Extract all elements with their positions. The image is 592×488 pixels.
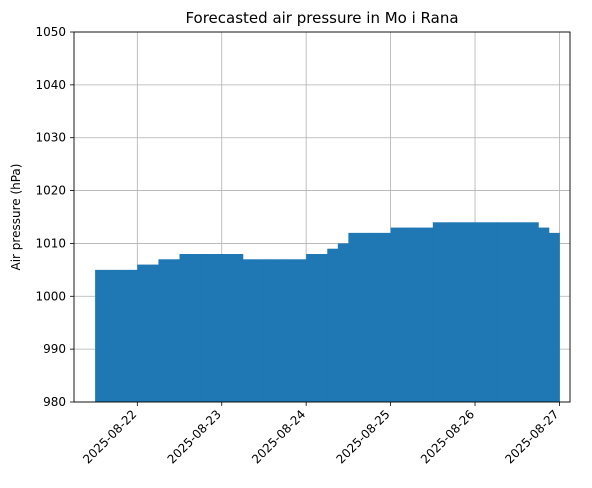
- y-axis: 980 990 1000 1010 1020 1030 1040 1050: [35, 25, 74, 409]
- pressure-bar: [337, 243, 349, 402]
- chart-title: Forecasted air pressure in Mo i Rana: [185, 9, 458, 27]
- y-tick-label: 990: [43, 342, 66, 356]
- pressure-bar: [432, 222, 455, 402]
- pressure-bar: [411, 227, 434, 402]
- pressure-bar: [179, 254, 202, 402]
- pressure-bar: [517, 222, 539, 402]
- pressure-bar: [453, 222, 476, 402]
- pressure-bar: [475, 222, 497, 402]
- pressure-bar: [263, 259, 286, 402]
- pressure-bar: [116, 269, 138, 402]
- y-tick-label: 1040: [35, 78, 66, 92]
- pressure-bar: [348, 232, 370, 402]
- pressure-bar: [221, 254, 244, 402]
- pressure-bar: [95, 269, 117, 402]
- y-tick-label: 1010: [35, 236, 66, 250]
- plot-frame: [73, 31, 571, 403]
- y-tick-label: 1000: [35, 289, 66, 303]
- pressure-bar: [200, 254, 223, 402]
- y-axis-label: Air pressure (hPa): [9, 164, 23, 271]
- y-tick-label: 980: [43, 395, 66, 409]
- pressure-bar: [390, 227, 413, 402]
- y-tick-label: 1020: [35, 184, 66, 198]
- y-tick-label: 1030: [35, 131, 66, 145]
- pressure-bar: [137, 264, 159, 402]
- bars-layer: [95, 222, 560, 402]
- pressure-bar: [306, 254, 328, 402]
- pressure-bar: [369, 232, 391, 402]
- pressure-bar: [158, 259, 180, 402]
- pressure-bar: [548, 232, 560, 402]
- pressure-bar: [242, 259, 265, 402]
- y-tick-label: 1050: [35, 25, 66, 39]
- pressure-bar: [496, 222, 518, 402]
- pressure-bar: [538, 227, 550, 402]
- pressure-bar: [327, 248, 339, 402]
- pressure-bar: [285, 259, 307, 402]
